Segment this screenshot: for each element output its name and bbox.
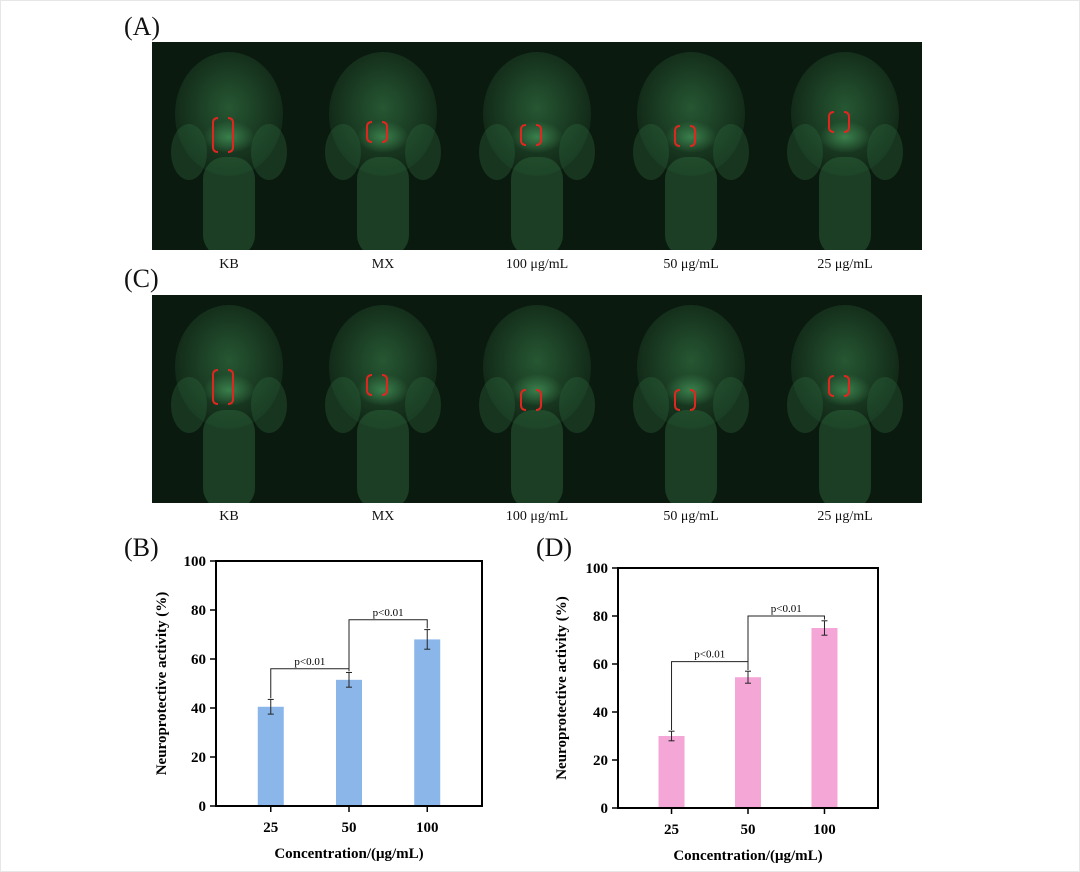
x-tick-label: 100 xyxy=(813,822,836,838)
larva-image-1 xyxy=(171,305,287,503)
larva-image-4 xyxy=(633,305,749,503)
caption-25: 25 μg/mL xyxy=(817,257,873,272)
fluorescence-image-c xyxy=(152,295,922,503)
x-tick-label: 50 xyxy=(342,820,357,836)
significance-label: p<0.01 xyxy=(771,603,802,615)
bar-50 xyxy=(735,677,761,808)
marker-bracket-left xyxy=(520,389,527,411)
larva-image-3 xyxy=(479,305,595,503)
chart-b: 0 20 40 60 80 100 25 50 100 p<0.01 p<0.01 Concentra… xyxy=(148,548,498,869)
bar-50 xyxy=(336,679,362,806)
marker-bracket-right xyxy=(227,369,234,405)
y-tick-label: 20 xyxy=(593,753,608,769)
y-tick-label: 60 xyxy=(593,657,608,673)
y-tick-label: 60 xyxy=(191,652,206,668)
marker-bracket-right xyxy=(381,121,388,143)
caption-row-a: KB MX 100 μg/mL 50 μg/mL 25 μg/mL xyxy=(152,257,922,277)
marker-bracket-right xyxy=(535,389,542,411)
bar-25 xyxy=(658,736,685,808)
bar-100 xyxy=(414,639,441,806)
caption-mx: MX xyxy=(371,509,395,524)
caption-mx: MX xyxy=(371,257,395,272)
fluorescence-image-strip-c xyxy=(152,295,922,503)
panel-label-a: (A) xyxy=(124,12,161,41)
marker-bracket-left xyxy=(674,125,681,147)
x-tick-label: 25 xyxy=(263,820,278,836)
larva-image-2 xyxy=(325,52,441,250)
marker-bracket-left xyxy=(212,117,219,153)
marker-bracket-left xyxy=(212,369,219,405)
x-axis-label: Concentration/(μg/mL) xyxy=(274,846,423,862)
fluorescence-image-strip-a xyxy=(152,42,922,250)
y-tick-label: 20 xyxy=(191,750,206,766)
plot-frame xyxy=(215,560,483,807)
marker-bracket-right xyxy=(535,124,542,146)
y-tick-label: 40 xyxy=(191,701,206,717)
y-tick-label: 40 xyxy=(593,705,608,721)
larva-image-5 xyxy=(787,305,903,503)
y-axis-label: Neuroprotective activity (%) xyxy=(154,592,170,776)
panel-label-b: (B) xyxy=(124,533,159,562)
caption-kb: KB xyxy=(219,509,239,524)
marker-bracket-right xyxy=(227,117,234,153)
x-axis-label: Concentration/(μg/mL) xyxy=(673,848,822,864)
plot-frame xyxy=(617,567,879,809)
x-tick-label: 100 xyxy=(416,820,439,836)
marker-bracket-right xyxy=(689,389,696,411)
y-tick-label: 100 xyxy=(586,561,609,577)
significance-label: p<0.01 xyxy=(373,607,404,619)
significance-label: p<0.01 xyxy=(294,656,325,668)
marker-bracket-right xyxy=(843,375,850,397)
caption-25: 25 μg/mL xyxy=(817,509,873,524)
bar-100 xyxy=(811,628,838,808)
caption-100: 100 μg/mL xyxy=(505,509,569,524)
significance-bracket xyxy=(747,615,825,670)
y-tick-label: 80 xyxy=(191,603,206,619)
bar-chart-b: 0 20 40 60 80 100 25 50 100 p<0.01 p<0.01 Concentra… xyxy=(154,554,483,862)
panel-label-d: (D) xyxy=(536,533,573,562)
marker-bracket-left xyxy=(828,375,835,397)
larva-image-5 xyxy=(787,52,903,250)
y-tick-label: 0 xyxy=(199,799,207,815)
panel-label-c: (C) xyxy=(124,264,159,293)
marker-bracket-left xyxy=(828,111,835,133)
larva-image-3 xyxy=(479,52,595,250)
fluorescence-image-a xyxy=(152,42,922,250)
marker-bracket-left xyxy=(366,374,373,396)
caption-kb: KB xyxy=(219,257,239,272)
marker-bracket-right xyxy=(381,374,388,396)
caption-row-c: KB MX 100 μg/mL 50 μg/mL 25 μg/mL xyxy=(152,509,922,529)
marker-bracket-left xyxy=(674,389,681,411)
caption-50: 50 μg/mL xyxy=(663,257,719,272)
caption-50: 50 μg/mL xyxy=(663,509,719,524)
bar-25 xyxy=(257,706,284,806)
marker-bracket-right xyxy=(689,125,696,147)
y-tick-label: 100 xyxy=(184,554,207,570)
chart-d: 0 20 40 60 80 100 25 50 100 p<0.01 p<0.01 Concentra… xyxy=(548,552,898,869)
larva-image-4 xyxy=(633,52,749,250)
marker-bracket-right xyxy=(843,111,850,133)
bar-chart-d: 0 20 40 60 80 100 25 50 100 p<0.01 p<0.01 Concentra… xyxy=(554,561,879,864)
y-axis-label: Neuroprotective activity (%) xyxy=(554,596,570,780)
significance-bracket xyxy=(348,619,428,672)
caption-100: 100 μg/mL xyxy=(505,257,569,272)
y-tick-label: 80 xyxy=(593,609,608,625)
x-tick-label: 25 xyxy=(664,822,679,838)
marker-bracket-left xyxy=(520,124,527,146)
marker-bracket-left xyxy=(366,121,373,143)
y-tick-label: 0 xyxy=(601,801,609,817)
x-tick-label: 50 xyxy=(741,822,756,838)
larva-image-1 xyxy=(171,52,287,250)
significance-label: p<0.01 xyxy=(694,649,725,661)
larva-image-2 xyxy=(325,305,441,503)
